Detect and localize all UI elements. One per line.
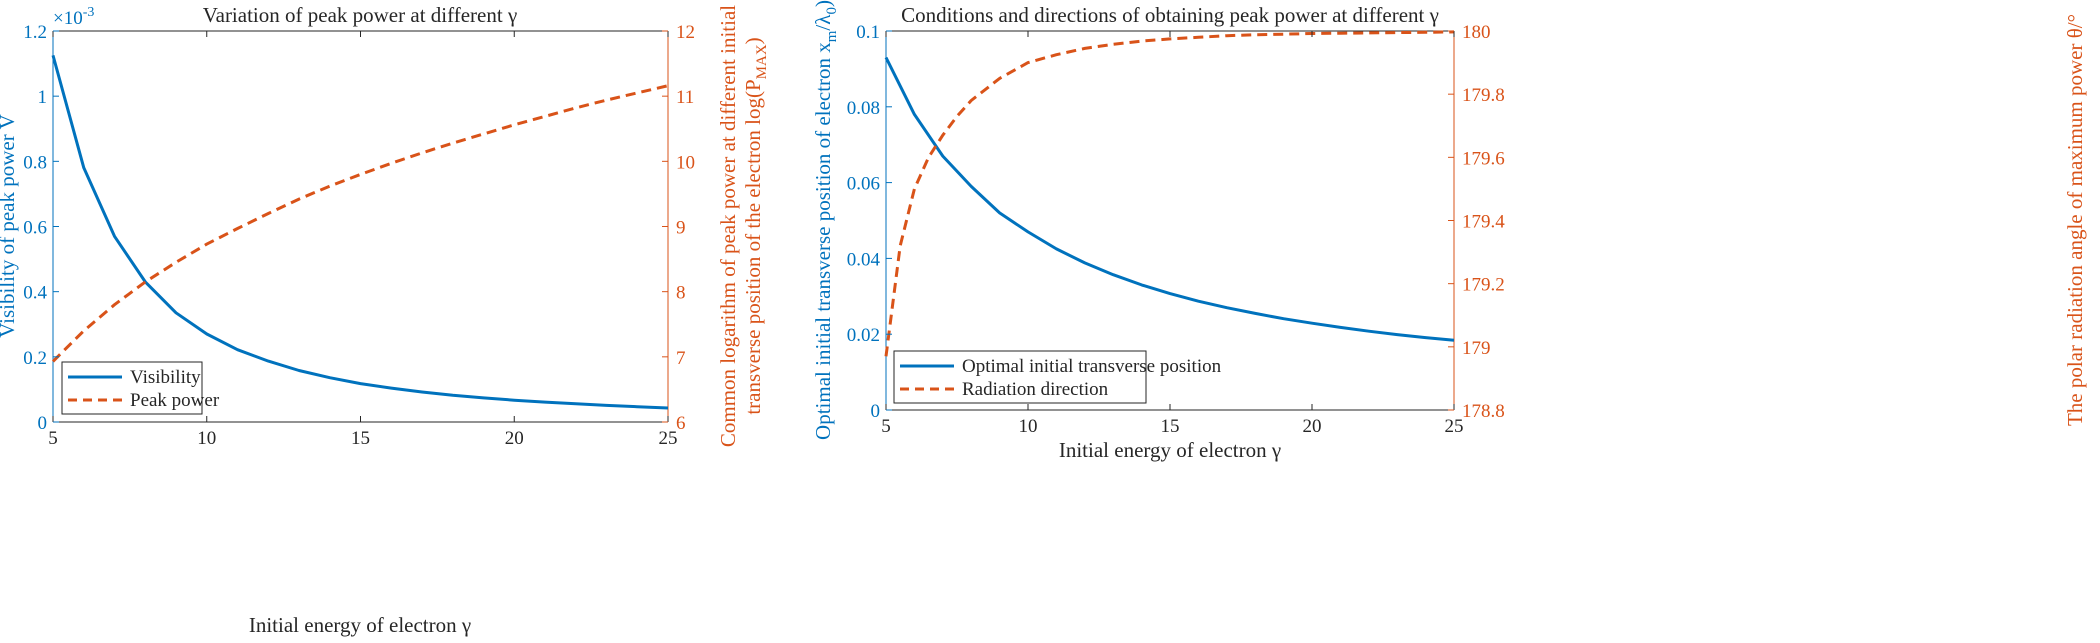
series-line-radiation-direction — [884, 30, 1455, 357]
y-right-tick-label: 11 — [676, 87, 694, 108]
y-right-tick-label: 179 — [1462, 338, 1491, 359]
series-line-visibility — [51, 55, 669, 410]
legend-label-peak-power: Peak power — [130, 390, 220, 411]
y-left-tick-label: 0.02 — [847, 325, 880, 346]
x-tick-label: 10 — [1019, 416, 1038, 437]
y-right-tick-label: 8 — [676, 283, 686, 304]
chart-conditions-directions: 5 10 15 20 25 0 0.02 0.04 0.06 0.08 0.1 178.8 179 179… — [811, 0, 2087, 462]
y-left-tick-label: 0 — [871, 401, 881, 422]
series-line-peak-power — [51, 84, 669, 363]
y-right-tick-label: 9 — [676, 218, 686, 239]
exponent-label: ×10-3 — [53, 5, 94, 29]
x-axis-label: Initial energy of electron γ — [1059, 438, 1281, 462]
series-line-optimal-initial-transverse-position — [884, 56, 1455, 342]
x-tick-label: 25 — [1445, 416, 1464, 437]
x-tick-label: 20 — [505, 428, 524, 449]
legend-label-radiation-direction: Radiation direction — [962, 379, 1109, 400]
plot-area — [886, 31, 1454, 410]
y-axis-left-label: Optimal initial transverse position of e… — [811, 0, 840, 440]
y-right-tick-label: 12 — [676, 22, 695, 43]
series-lines — [51, 55, 669, 410]
y-right-tick-label: 6 — [676, 413, 686, 434]
y-left-tick-label: 0.08 — [847, 98, 880, 119]
y-right-tick-label: 179.6 — [1462, 148, 1505, 169]
legend-label-optimal-position: Optimal initial transverse position — [962, 356, 1222, 377]
y-left-tick-label: 0.04 — [847, 249, 881, 270]
chart-title: Conditions and directions of obtaining p… — [901, 3, 1439, 27]
x-tick-label: 20 — [1303, 416, 1322, 437]
x-tick-label: 10 — [197, 428, 216, 449]
y-right-tick-label: 179.2 — [1462, 275, 1505, 296]
y-left-tick-label: 0.6 — [23, 218, 47, 239]
y-left-tick-label: 1 — [38, 87, 48, 108]
legend-label-visibility: Visibility — [130, 367, 201, 388]
y-axis-left-label: Visibility of peak power V — [0, 114, 19, 337]
y-right-tick-label: 179.4 — [1462, 212, 1505, 233]
chart-title: Variation of peak power at different γ — [203, 3, 517, 27]
y-left-tick-label: 0 — [38, 413, 48, 434]
y-left-tick-label: 0.4 — [23, 283, 47, 304]
x-axis-label: Initial energy of electron γ — [249, 613, 471, 637]
x-tick-label: 25 — [659, 428, 678, 449]
y-axis-right-label-line2: transverse position of the electron log(… — [741, 37, 770, 414]
series-lines — [884, 30, 1455, 357]
x-tick-label: 5 — [881, 416, 891, 437]
ticks: 5 10 15 20 25 0 0.2 0.4 0.6 0.8 1 1.2 6 7 8 9 10 11 12 — [23, 22, 695, 449]
y-right-tick-label: 180 — [1462, 22, 1491, 43]
y-left-tick-label: 0.2 — [23, 348, 47, 369]
plot-area — [53, 31, 668, 422]
x-tick-label: 5 — [48, 428, 58, 449]
legend-box — [61, 361, 203, 415]
y-left-tick-label: 1.2 — [23, 22, 47, 43]
chart-peak-power: 5 10 15 20 25 0 0.2 0.4 0.6 0.8 1 1.2 6 7 8 9 10 11 12 Var… — [0, 3, 770, 637]
y-axis-right-label: The polar radiation angle of maximum pow… — [2063, 14, 2087, 426]
y-left-tick-label: 0.1 — [856, 22, 880, 43]
y-left-tick-label: 0.8 — [23, 152, 47, 173]
ticks: 5 10 15 20 25 0 0.02 0.04 0.06 0.08 0.1 178.8 179 179… — [847, 22, 1506, 437]
x-tick-label: 15 — [1161, 416, 1180, 437]
y-right-tick-label: 10 — [676, 152, 695, 173]
y-right-tick-label: 179.8 — [1462, 85, 1505, 106]
y-left-tick-label: 0.06 — [847, 174, 880, 195]
y-right-tick-label: 7 — [676, 348, 686, 369]
y-right-tick-label: 178.8 — [1462, 401, 1505, 422]
legend: Optimal initial transverse position Radi… — [893, 350, 1222, 404]
x-tick-label: 15 — [351, 428, 370, 449]
y-axis-right-label-line1: Common logarithm of peak power at differ… — [716, 5, 740, 447]
legend-box — [893, 350, 1147, 404]
legend: Visibility Peak power — [61, 361, 220, 415]
